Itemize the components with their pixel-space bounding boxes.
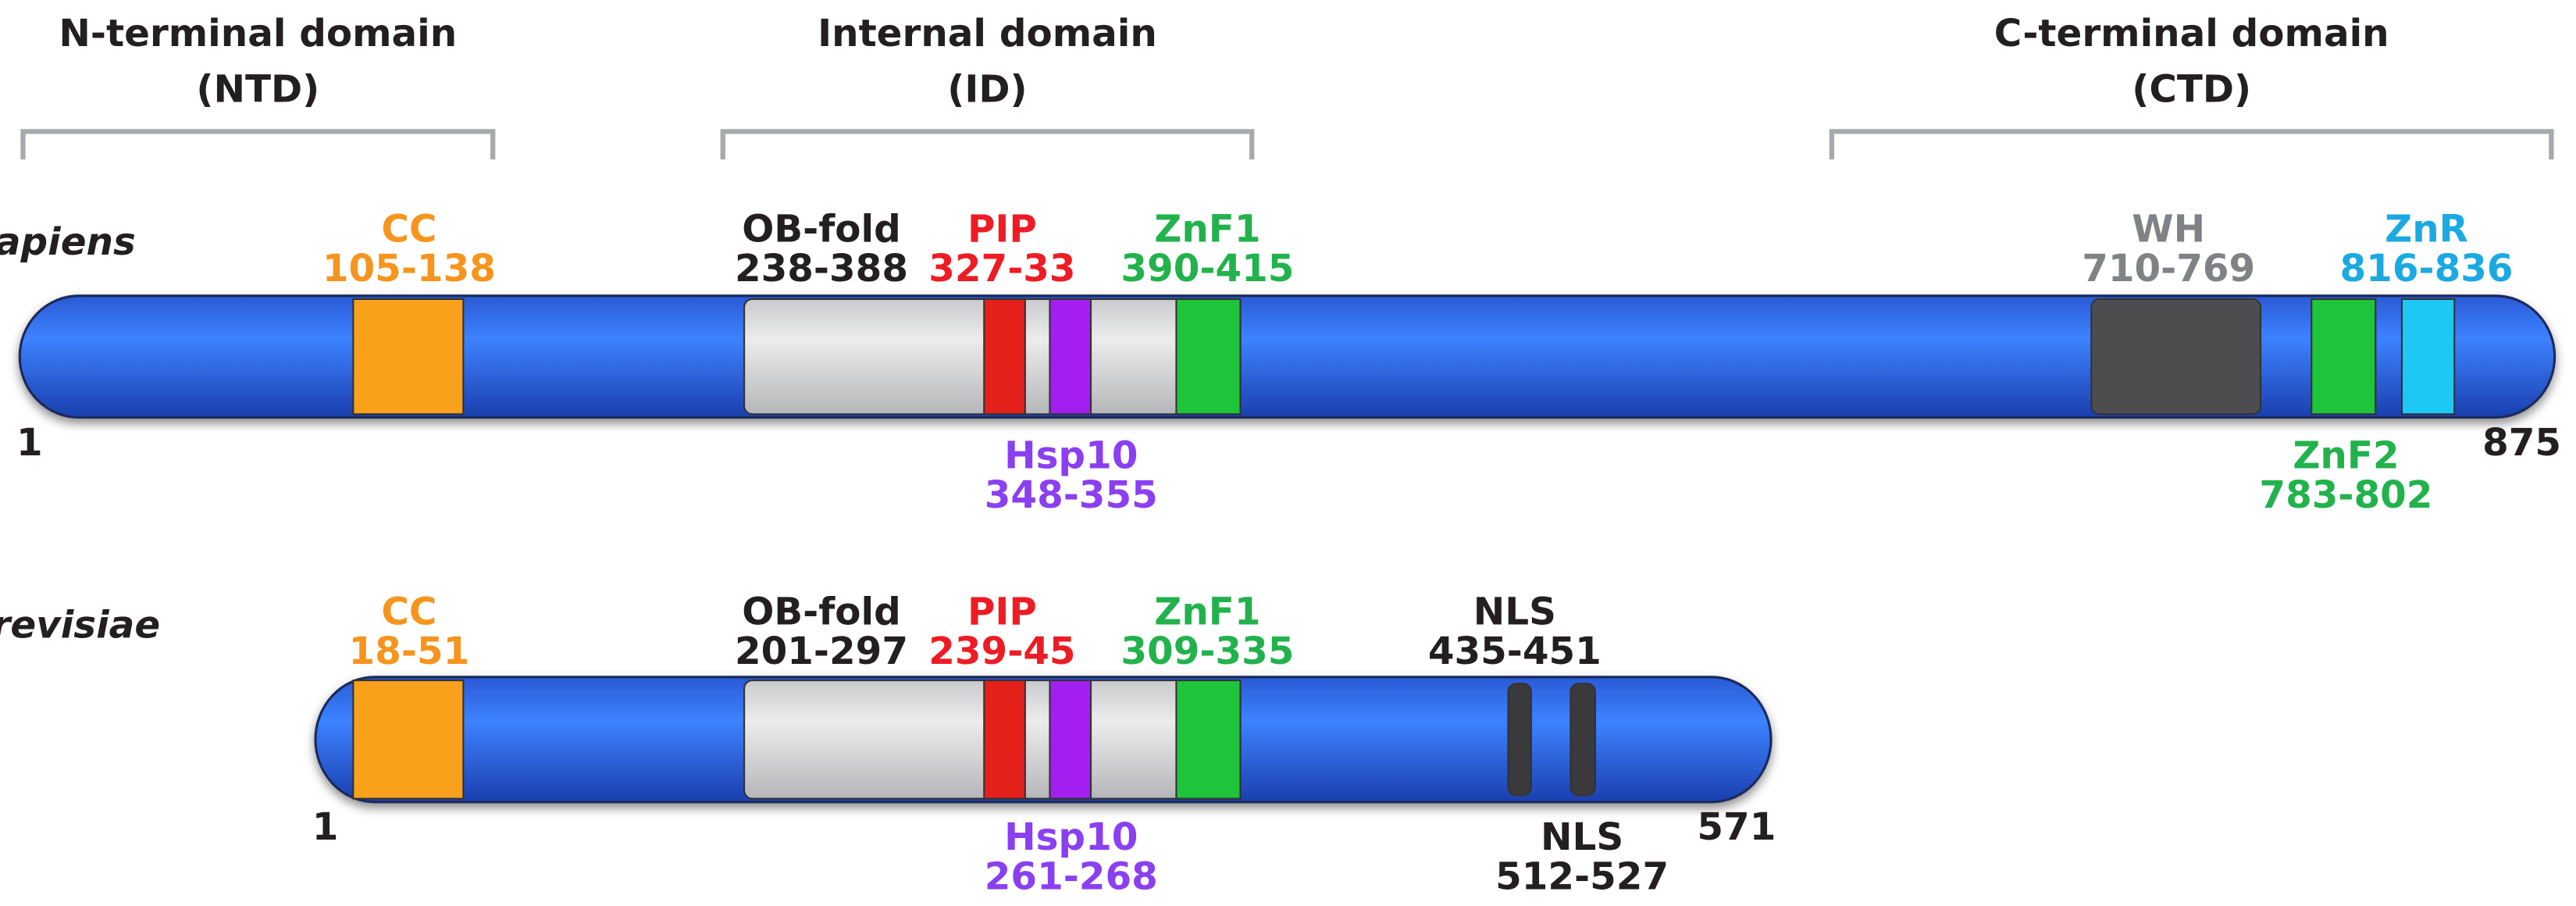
protein-bar <box>18 294 2556 419</box>
feature-name: OB-fold <box>742 590 901 634</box>
domain-box <box>1175 298 1242 416</box>
feature-range: 348-355 <box>985 473 1158 517</box>
bracket <box>20 129 496 160</box>
domain-abbr: (ID) <box>947 67 1027 111</box>
feature-name: Hsp10 <box>1004 815 1138 859</box>
domain-box <box>983 680 1026 800</box>
domain-box <box>1175 680 1242 800</box>
feature-name: WH <box>2132 207 2205 251</box>
feature-range: 105-138 <box>322 247 496 291</box>
domain-abbr: (CTD) <box>2132 67 2251 111</box>
feature-name: Hsp10 <box>1004 434 1138 478</box>
species-name: H. sapiens <box>0 220 136 264</box>
feature-range: 327-33 <box>928 247 1075 291</box>
feature-range: 435-451 <box>1428 630 1602 673</box>
feature-range: 238-388 <box>735 247 908 291</box>
domain-box <box>2400 298 2456 416</box>
feature-range: 783-802 <box>2259 473 2432 517</box>
domain-abbr: (NTD) <box>196 67 319 111</box>
feature-name: ZnR <box>2385 207 2468 251</box>
feature-name: ZnF2 <box>2293 434 2399 478</box>
feature-name: NLS <box>1541 815 1623 859</box>
feature-range: 816-836 <box>2340 247 2514 291</box>
start-residue: 1 <box>312 805 339 849</box>
feature-name: PIP <box>967 590 1037 634</box>
feature-name: CC <box>381 207 436 251</box>
species-name: S. cerevisiae <box>0 603 160 647</box>
feature-name: OB-fold <box>742 207 901 251</box>
feature-name: PIP <box>967 207 1037 251</box>
feature-name: NLS <box>1473 590 1556 634</box>
nls-motif <box>1507 683 1532 797</box>
feature-range: 18-51 <box>349 630 470 673</box>
domain-name: Internal domain <box>818 12 1157 55</box>
bracket <box>1829 129 2554 160</box>
domain-name: N-terminal domain <box>59 12 457 55</box>
domain-box <box>1049 680 1092 800</box>
feature-range: 239-45 <box>928 630 1075 673</box>
end-residue: 875 <box>2482 421 2561 465</box>
feature-name: ZnF1 <box>1154 207 1260 251</box>
feature-name: CC <box>381 590 436 634</box>
feature-name: ZnF1 <box>1154 590 1260 634</box>
feature-range: 201-297 <box>735 630 908 673</box>
domain-box <box>1049 298 1092 416</box>
feature-range: 390-415 <box>1121 247 1294 291</box>
domain-box <box>352 298 465 416</box>
domain-box <box>983 298 1026 416</box>
bracket <box>720 129 1255 160</box>
nls-motif <box>1569 683 1596 797</box>
start-residue: 1 <box>16 421 43 465</box>
domain-name: C-terminal domain <box>1994 12 2389 55</box>
end-residue: 571 <box>1697 805 1776 849</box>
domain-box <box>2090 298 2262 416</box>
domain-box <box>2311 298 2377 416</box>
feature-range: 512-527 <box>1495 854 1669 898</box>
feature-range: 261-268 <box>985 854 1158 898</box>
domain-box <box>352 680 465 800</box>
feature-range: 309-335 <box>1121 630 1294 673</box>
feature-range: 710-769 <box>2082 247 2255 291</box>
